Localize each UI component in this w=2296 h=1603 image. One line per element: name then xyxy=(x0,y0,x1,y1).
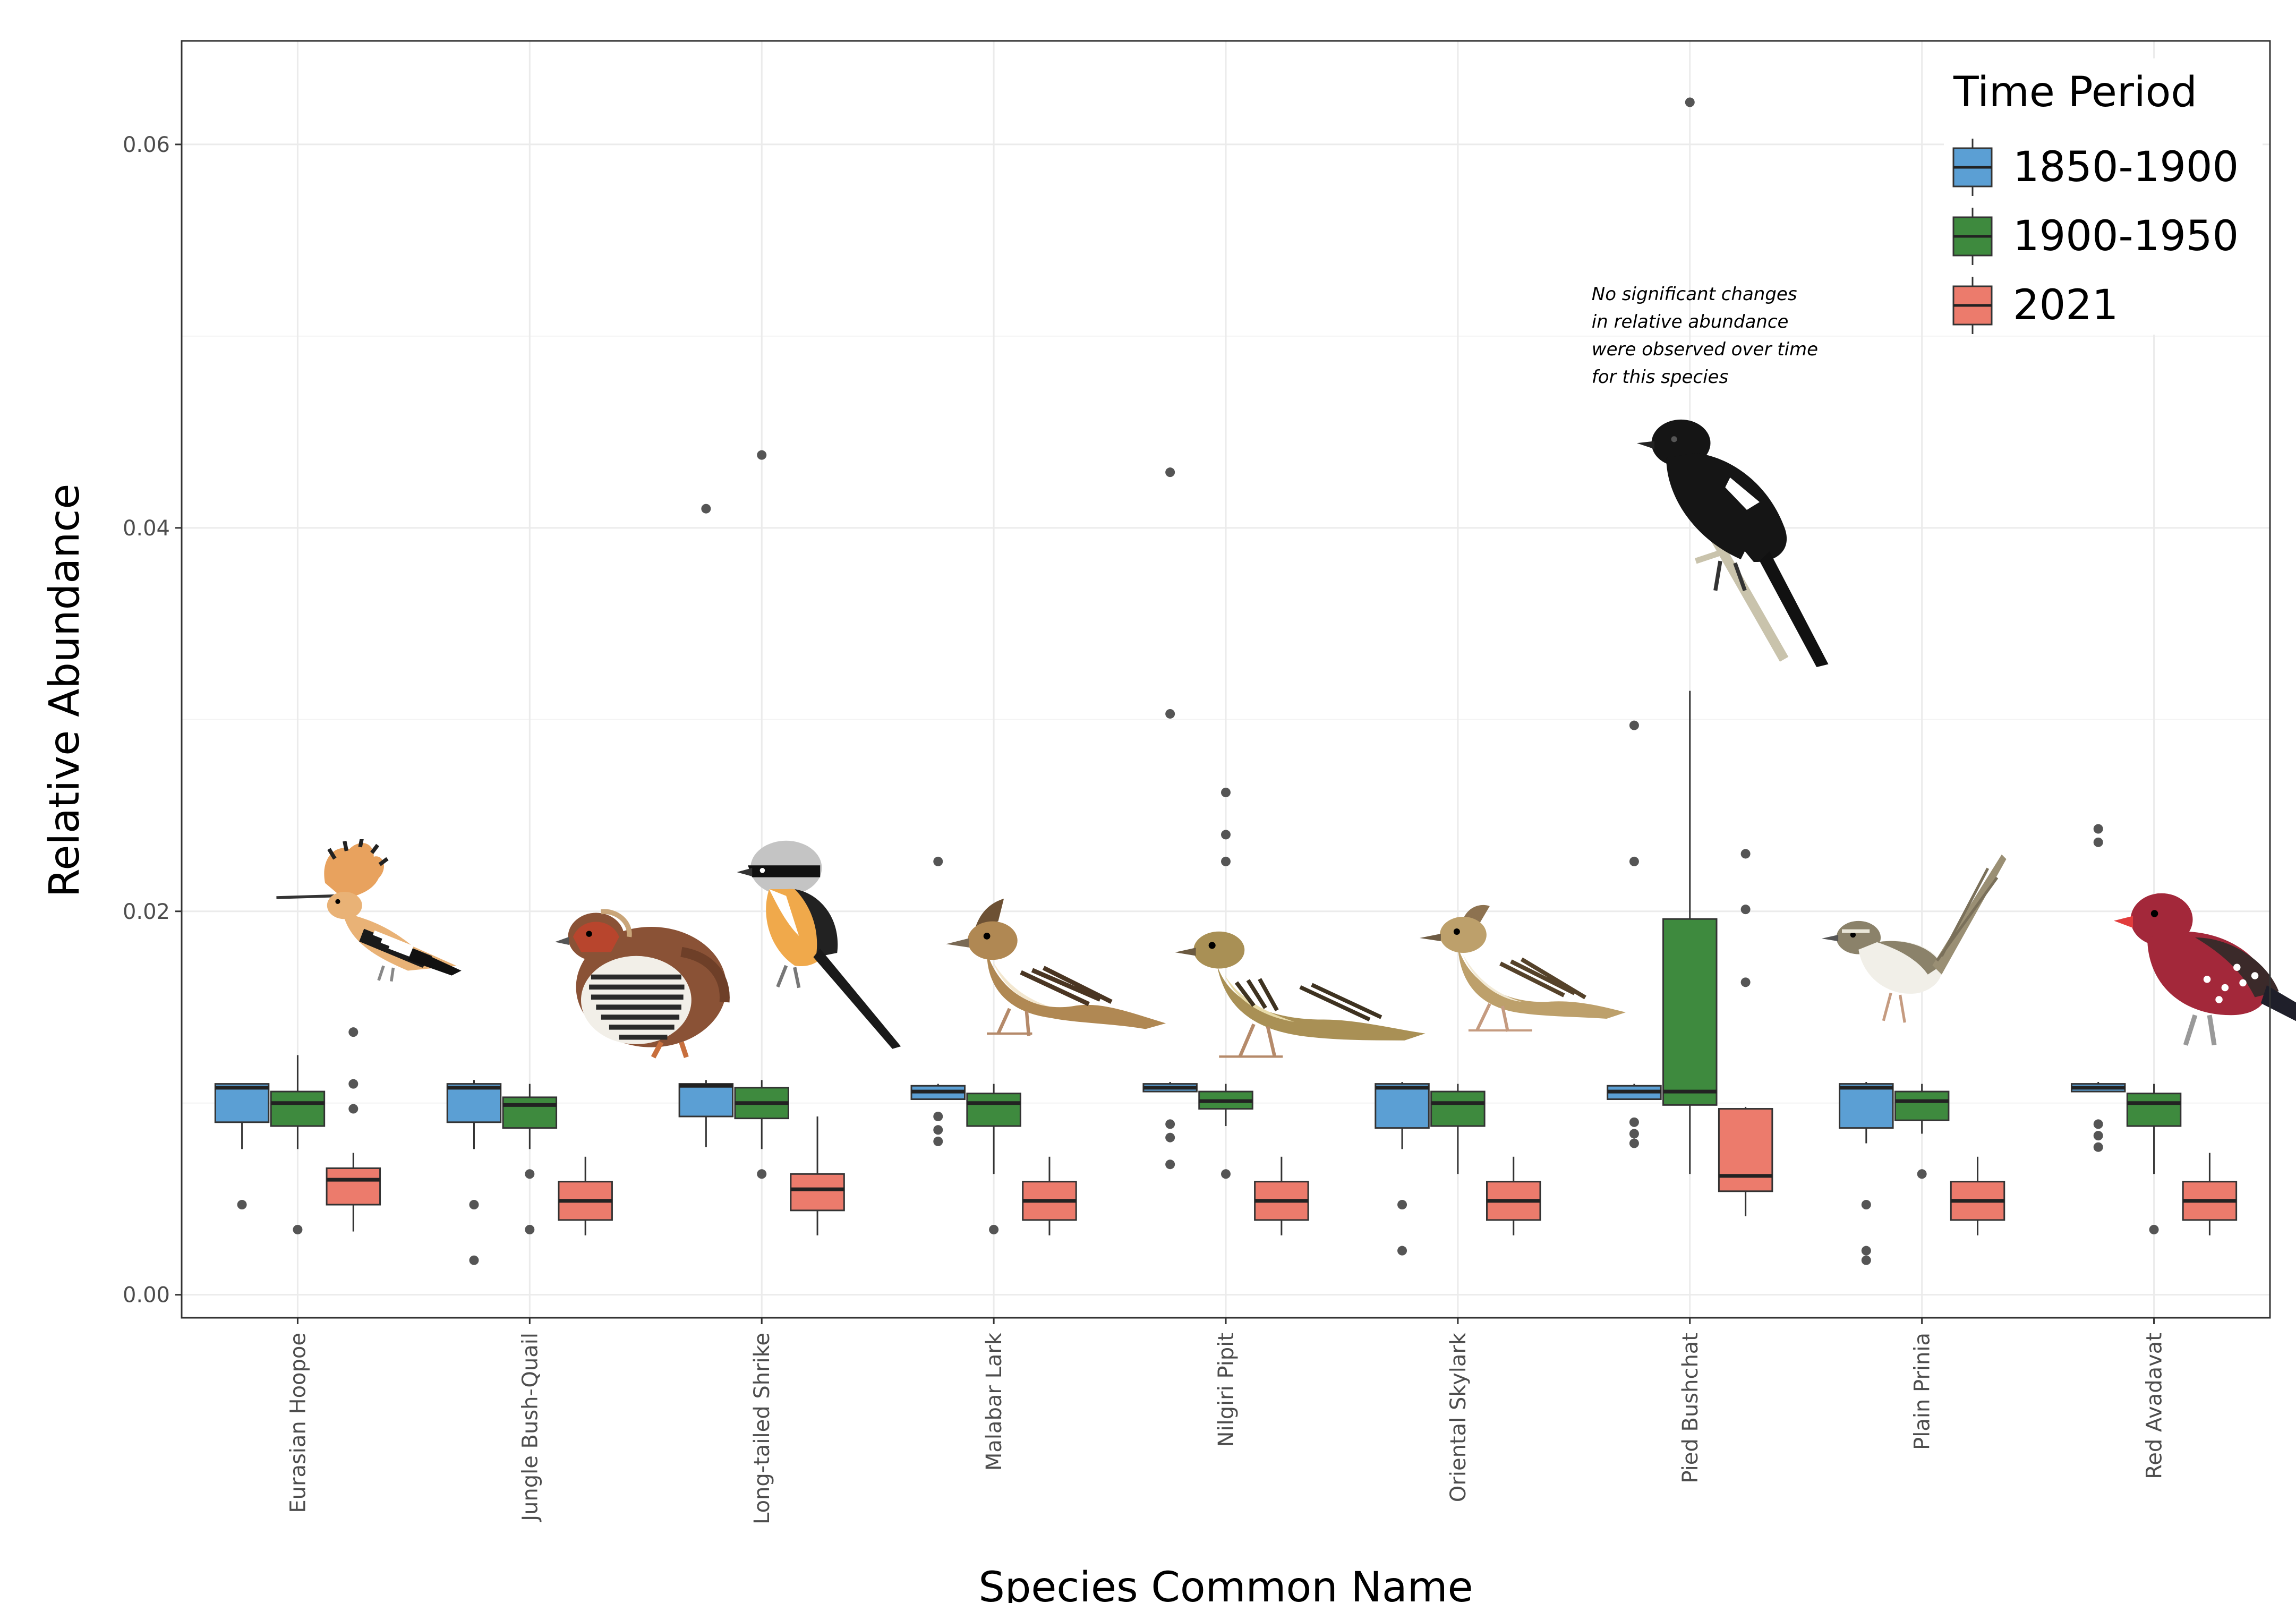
annotation-line: in relative abundance xyxy=(1592,311,1789,332)
box xyxy=(1839,1083,1894,1129)
outlier-point xyxy=(293,1224,303,1234)
outlier-point xyxy=(1221,830,1231,840)
outlier-point xyxy=(1629,856,1639,866)
annotation-line: were observed over time xyxy=(1592,339,1818,360)
box xyxy=(446,1083,502,1123)
outlier-point xyxy=(1685,97,1695,107)
y-axis-title: Relative Abundance xyxy=(41,484,89,898)
x-tick-label: Malabar Lark xyxy=(982,1332,1006,1471)
box xyxy=(1718,1108,1773,1192)
outlier-point xyxy=(1861,1255,1871,1265)
outlier-point xyxy=(1397,1200,1407,1210)
outlier-point xyxy=(348,1104,359,1114)
outlier-point xyxy=(2093,837,2103,847)
outlier-point xyxy=(1629,1129,1639,1139)
x-tick-label: Oriental Skylark xyxy=(1446,1332,1471,1502)
outlier-point xyxy=(1629,1138,1639,1148)
outlier-point xyxy=(1221,1169,1231,1179)
y-tick-label: 0.00 xyxy=(123,1283,170,1308)
outlier-point xyxy=(1740,849,1751,859)
box xyxy=(502,1096,558,1129)
outlier-point xyxy=(1221,787,1231,797)
box xyxy=(1375,1083,1430,1129)
box-plots xyxy=(214,97,2238,1265)
outlier-point xyxy=(1165,1119,1175,1129)
box xyxy=(1662,918,1718,1106)
x-tick-label: Nilgiri Pipit xyxy=(1214,1333,1239,1447)
x-tick-label: Eurasian Hoopoe xyxy=(286,1333,310,1513)
legend-label: 1850-1900 xyxy=(2013,143,2239,191)
outlier-point xyxy=(1165,467,1175,478)
annotation-line: No significant changes xyxy=(1592,284,1797,305)
x-tick-label: Red Avadavat xyxy=(2143,1333,2167,1479)
box xyxy=(790,1173,845,1212)
outlier-point xyxy=(2093,824,2103,834)
outlier-point xyxy=(1740,905,1751,915)
axes: 0.00 0.02 0.04 0.06 Eurasian Hoopoe Jungle Bu… xyxy=(123,133,2167,1524)
outlier-point xyxy=(1861,1200,1871,1210)
outlier-point xyxy=(525,1224,535,1234)
box xyxy=(1894,1090,1950,1121)
legend: Time Period 1850-1900 1900-1950 2021 xyxy=(1944,58,2263,335)
annotation-line: for this species xyxy=(1592,366,1728,388)
outlier-point xyxy=(933,1125,943,1135)
x-tick-label: Plain Prinia xyxy=(1910,1333,1935,1450)
x-tick-label: Long-tailed Shrike xyxy=(750,1333,774,1524)
outlier-point xyxy=(348,1027,359,1037)
outlier-point xyxy=(2093,1142,2103,1152)
outlier-point xyxy=(2149,1224,2159,1234)
box xyxy=(326,1167,381,1206)
y-tick-label: 0.02 xyxy=(123,900,170,924)
outlier-point xyxy=(933,856,943,866)
box xyxy=(270,1090,326,1127)
outlier-point xyxy=(1165,1132,1175,1142)
outlier-point xyxy=(1740,977,1751,987)
outlier-point xyxy=(525,1169,535,1179)
outlier-point xyxy=(1165,709,1175,719)
box xyxy=(1430,1090,1486,1127)
outlier-point xyxy=(469,1200,479,1210)
legend-label: 2021 xyxy=(2013,282,2119,329)
annotation-no-significant-change: No significant changes in relative abunda… xyxy=(1592,284,1818,388)
x-tick-label: Jungle Bush-Quail xyxy=(518,1333,542,1523)
outlier-point xyxy=(1221,856,1231,866)
outlier-point xyxy=(1629,720,1639,730)
outlier-point xyxy=(2093,1131,2103,1141)
box xyxy=(966,1093,1021,1127)
outlier-point xyxy=(933,1136,943,1146)
outlier-point xyxy=(1861,1246,1871,1256)
outlier-point xyxy=(757,450,767,460)
outlier-point xyxy=(1165,1159,1175,1170)
outlier-point xyxy=(1629,1117,1639,1127)
y-tick-label: 0.04 xyxy=(123,516,170,541)
box xyxy=(214,1083,270,1123)
legend-label: 1900-1950 xyxy=(2013,212,2239,260)
legend-background xyxy=(1944,58,2263,335)
outlier-point xyxy=(348,1079,359,1089)
outlier-point xyxy=(2093,1119,2103,1129)
outlier-point xyxy=(469,1255,479,1265)
box xyxy=(678,1083,734,1118)
outlier-point xyxy=(701,504,711,514)
outlier-point xyxy=(1917,1169,1927,1179)
y-tick-label: 0.06 xyxy=(123,133,170,157)
box xyxy=(2126,1093,2182,1127)
x-tick-label: Pied Bushchat xyxy=(1678,1333,1703,1483)
outlier-point xyxy=(1397,1246,1407,1256)
x-axis-title: Species Common Name xyxy=(978,1564,1473,1603)
outlier-point xyxy=(933,1111,943,1121)
outlier-point xyxy=(757,1169,767,1179)
outlier-point xyxy=(989,1224,999,1234)
outlier-point xyxy=(237,1200,247,1210)
legend-title: Time Period xyxy=(1953,69,2197,116)
legend-entries: 1850-1900 1900-1950 2021 xyxy=(1952,139,2239,334)
